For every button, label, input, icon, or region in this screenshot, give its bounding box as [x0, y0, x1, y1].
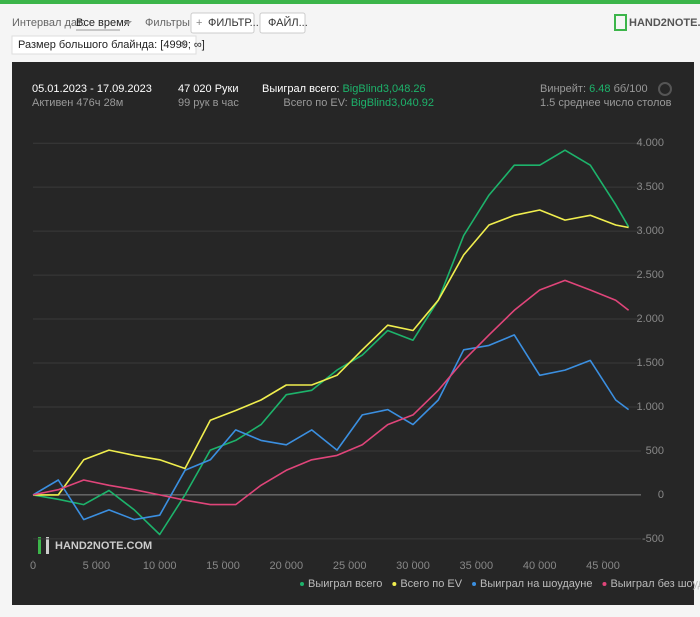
legend-marker [602, 582, 607, 586]
x-tick-label: 30 000 [396, 560, 430, 572]
plus-icon: + [196, 17, 202, 29]
settings-icon[interactable] [658, 82, 672, 96]
y-tick-label: 4.000 [636, 137, 664, 149]
filter-chip-text: Размер большого блайнда: [4999; ∞] [18, 39, 205, 51]
series-line [33, 209, 629, 496]
winrate-unit: бб/100 [614, 83, 648, 95]
y-tick-label: 1.500 [636, 357, 664, 369]
y-tick-label: -500 [642, 533, 664, 545]
legend-label[interactable]: Всего по EV [400, 578, 462, 590]
watermark-icon [46, 537, 49, 554]
series-line [32, 279, 630, 506]
legend-label[interactable]: Выиграл без шоудауна [610, 578, 700, 590]
hands: 47 020 Руки [178, 83, 239, 95]
logo-icon [614, 14, 627, 31]
dropdown-arrow[interactable] [124, 21, 132, 25]
ev-value: BigBlind3,040.92 [351, 97, 434, 109]
y-tick-label: 2.000 [636, 313, 664, 325]
series-line [32, 149, 630, 536]
y-tick-label: 500 [646, 445, 664, 457]
filter-chip-close[interactable]: × [180, 39, 186, 51]
winrate: Винрейт: 6.48 бб/100 [540, 83, 648, 95]
x-tick-label: 20 000 [270, 560, 304, 572]
x-tick-label: 25 000 [333, 560, 367, 572]
series-line [32, 334, 630, 521]
add-filter-label[interactable]: ФИЛЬТР... [208, 17, 259, 29]
chart-panel [12, 62, 694, 605]
x-tick-label: 15 000 [206, 560, 240, 572]
y-tick-label: 2.500 [636, 269, 664, 281]
tables: 1.5 среднее число столов [540, 97, 672, 109]
won-total: Выиграл всего: BigBlind3,048.26 [262, 83, 426, 95]
x-tick-label: 10 000 [143, 560, 177, 572]
won-label: Выиграл всего: [262, 83, 339, 95]
y-tick-label: 3.000 [636, 225, 664, 237]
legend-label[interactable]: Выиграл всего [308, 578, 382, 590]
date-range: 05.01.2023 - 17.09.2023 [32, 83, 152, 95]
y-tick-label: 1.000 [636, 401, 664, 413]
active-time: Активен 476ч 28м [32, 97, 123, 109]
add-filter-button[interactable] [190, 12, 255, 34]
filter-chip [11, 35, 197, 55]
legend-marker [472, 582, 477, 586]
file-label[interactable]: ФАЙЛ... [268, 16, 308, 29]
logo: HAND2NOTE.COM [629, 17, 700, 29]
top-accent [0, 0, 700, 4]
filters-label: Фильтры: [145, 17, 193, 29]
watermark: HAND2NOTE.COM [55, 540, 152, 552]
x-tick-label: 40 000 [523, 560, 557, 572]
x-tick-label: 0 [30, 560, 36, 572]
interval-label: Интервал дат: [12, 17, 85, 29]
interval-value[interactable]: Все время [76, 17, 130, 29]
legend-marker [392, 582, 397, 586]
watermark-icon [38, 537, 41, 554]
hands-per-hour: 99 рук в час [178, 97, 239, 109]
x-tick-label: 5 000 [83, 560, 111, 572]
y-tick-label: 3.500 [636, 181, 664, 193]
ev-total: Всего по EV: BigBlind3,040.92 [283, 97, 434, 109]
won-value: BigBlind3,048.26 [342, 83, 425, 95]
legend-marker [300, 582, 304, 586]
file-button[interactable] [259, 12, 306, 34]
ev-label: Всего по EV: [283, 97, 347, 109]
winrate-value: 6.48 [589, 83, 610, 95]
x-tick-label: 45 000 [586, 560, 620, 572]
x-tick-label: 35 000 [460, 560, 494, 572]
winrate-label: Винрейт: [540, 83, 586, 95]
legend-label[interactable]: Выиграл на шоудауне [480, 578, 592, 590]
y-tick-label: 0 [658, 489, 664, 501]
